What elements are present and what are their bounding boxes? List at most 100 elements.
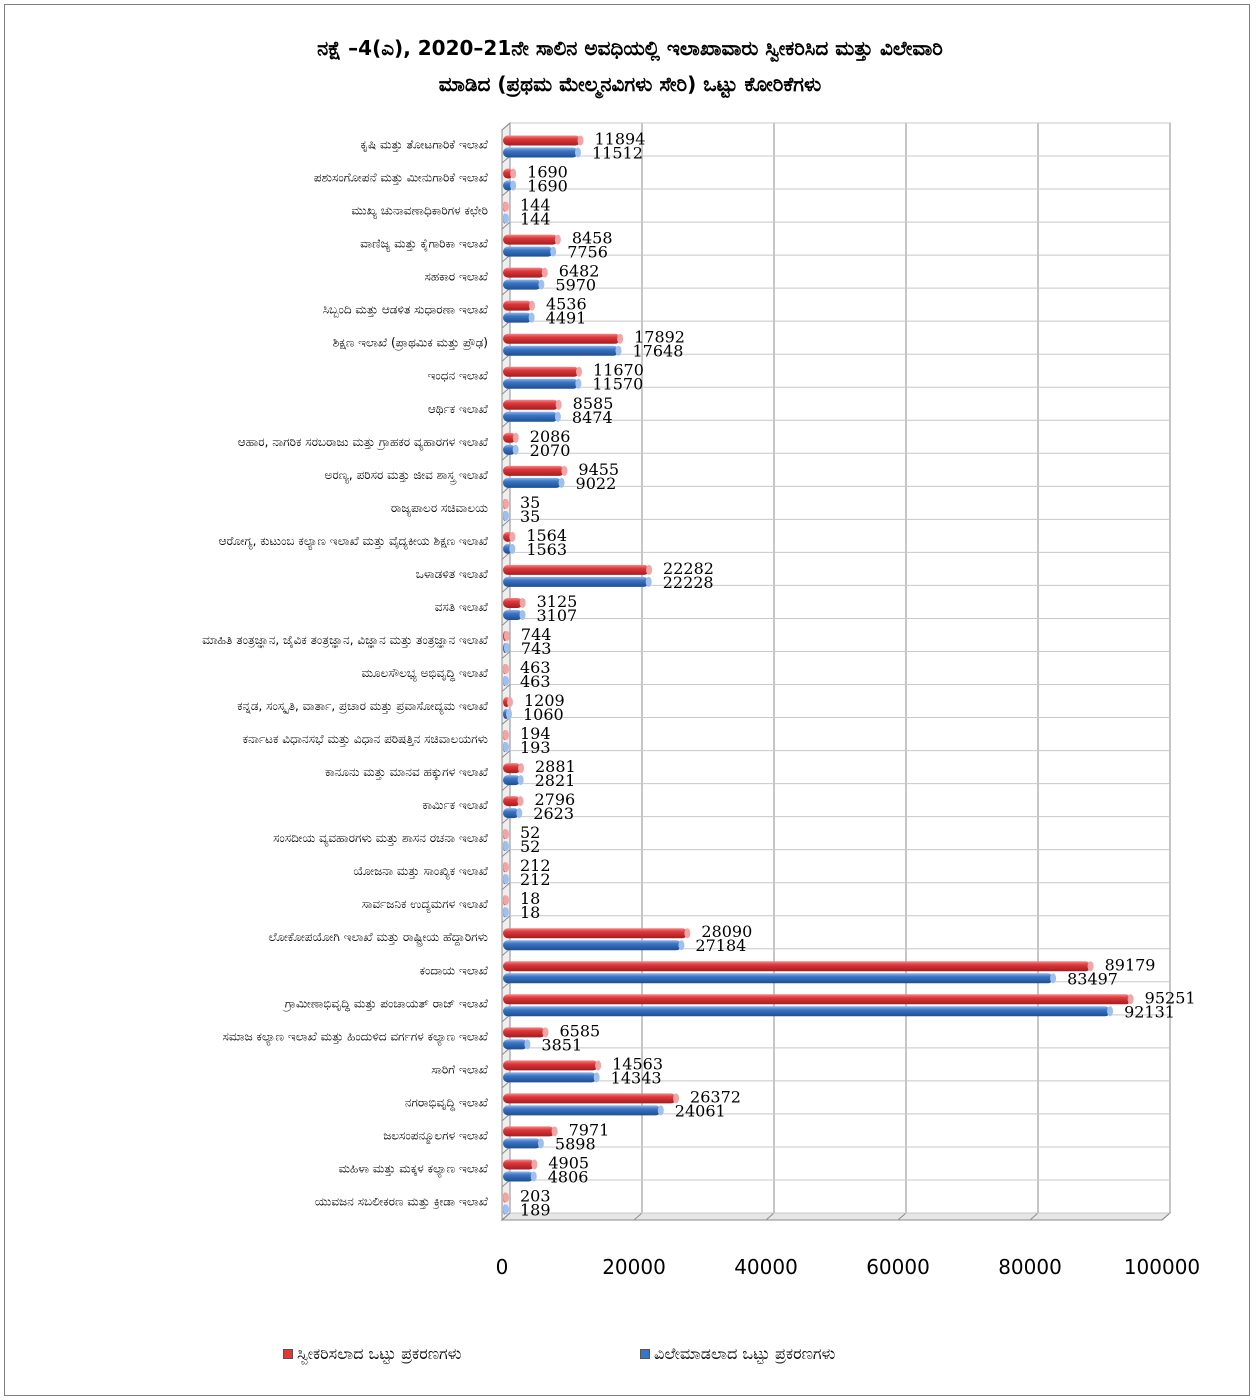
bar-disposed bbox=[503, 378, 579, 389]
bar-cap-disposed bbox=[550, 246, 557, 257]
bar-received bbox=[503, 961, 1091, 972]
x-tick-label: 0 bbox=[496, 1255, 509, 1279]
data-label-disposed: 2070 bbox=[530, 441, 571, 460]
bar-cap-received bbox=[684, 928, 691, 939]
category-label: ಯುವಜನ ಸಬಲೀಕರಣ ಮತ್ತು ಕ್ರೀಡಾ ಇಲಾಖೆ bbox=[315, 1194, 489, 1208]
bar-cap-disposed bbox=[503, 841, 509, 852]
bar-received bbox=[503, 1159, 535, 1170]
data-label-received: 8585 bbox=[573, 394, 614, 413]
bar-cap-disposed bbox=[575, 378, 582, 389]
row-tick bbox=[501, 122, 511, 131]
category-label: ಸಮಾಜ ಕಲ್ಯಾಣ ಇಲಾಖೆ ಮತ್ತು ಹಿಂದುಳಿದ ವರ್ಗಗಳ … bbox=[223, 1029, 489, 1046]
bar-received bbox=[503, 763, 522, 774]
data-label-received: 95251 bbox=[1145, 988, 1196, 1007]
bar-chart: 0 20000 40000 60000 80000 100000 ಕೃಷಿ ಮತ್ತು ತೋ… bbox=[202, 121, 1200, 1279]
data-label-disposed: 1563 bbox=[526, 540, 567, 559]
bar-cap-received bbox=[503, 829, 509, 840]
row-tick bbox=[501, 518, 511, 527]
bar-cap-disposed bbox=[503, 213, 509, 224]
data-label-disposed: 212 bbox=[520, 870, 551, 889]
bar-cap-disposed bbox=[615, 345, 622, 356]
bar-cap-disposed bbox=[678, 940, 685, 951]
category-label: ಅರಣ್ಯ, ಪರಿಸರ ಮತ್ತು ಜೀವ ಶಾಸ್ತ್ರ ಇಲಾಖೆ bbox=[325, 468, 489, 485]
bar-cap-disposed bbox=[510, 180, 517, 191]
data-label-disposed: 7756 bbox=[567, 243, 608, 262]
floor bbox=[500, 1212, 1172, 1221]
data-label-disposed: 18 bbox=[520, 903, 540, 922]
data-label-disposed: 193 bbox=[520, 738, 551, 757]
x-tick-label: 60000 bbox=[866, 1255, 930, 1279]
bar-cap-received bbox=[528, 300, 535, 311]
row-tick bbox=[501, 651, 511, 659]
data-label-disposed: 11512 bbox=[592, 144, 643, 163]
bar-cap-received bbox=[503, 630, 510, 641]
bar-received bbox=[503, 366, 580, 377]
row-tick bbox=[501, 915, 511, 924]
category-label: ಮೂಲಸೌಲಭ್ಯ ಅಭಿವೃದ್ಧಿ ಇಲಾಖೆ bbox=[361, 666, 488, 682]
data-label-received: 2796 bbox=[534, 790, 575, 809]
data-label-disposed: 3851 bbox=[541, 1035, 582, 1054]
category-label: ಆಹಾರ, ನಾಗರಿಕ ಸರಬರಾಜು ಮತ್ತು ಗ್ರಾಹಕರ ವ್ಯಹಾ… bbox=[238, 435, 489, 451]
bar-cap-disposed bbox=[524, 1039, 531, 1050]
bar-cap-disposed bbox=[554, 411, 561, 422]
bar-received bbox=[503, 465, 565, 476]
data-label-disposed: 5970 bbox=[555, 276, 596, 295]
bar-cap-disposed bbox=[503, 1204, 509, 1215]
bar-cap-received bbox=[512, 432, 519, 443]
x-tick-label: 40000 bbox=[734, 1255, 798, 1279]
bar-cap-received bbox=[541, 267, 548, 278]
category-label: ಕೃಷಿ ಮತ್ತು ತೋಟಗಾರಿಕೆ ಇಲಾಖೆ bbox=[360, 138, 488, 153]
bar-cap-received bbox=[503, 498, 509, 509]
data-label-disposed: 8474 bbox=[572, 408, 613, 427]
bar-received bbox=[503, 267, 545, 278]
row-tick bbox=[501, 1212, 511, 1221]
category-label: ಒಳಾಡಳಿತ ಇಲಾಖೆ bbox=[416, 567, 489, 581]
data-label-disposed: 4491 bbox=[546, 309, 587, 328]
x-tick-label: 80000 bbox=[998, 1255, 1062, 1279]
category-label: ಸಾರ್ವಜನಿಕ ಉದ್ಯಮಗಳ ಇಲಾಖೆ bbox=[362, 897, 489, 913]
bar-disposed bbox=[503, 1039, 528, 1050]
data-label-received: 1564 bbox=[526, 526, 567, 545]
x-tick-label: 100000 bbox=[1124, 1255, 1200, 1279]
bar-disposed bbox=[503, 1138, 541, 1149]
bar-cap-received bbox=[577, 135, 584, 146]
bar-cap-received bbox=[1087, 961, 1094, 972]
bar-cap-received bbox=[503, 1192, 509, 1203]
bar-cap-disposed bbox=[645, 576, 652, 587]
bar-cap-disposed bbox=[538, 279, 545, 290]
category-label: ವಾಣಿಜ್ಯ ಮತ್ತು ಕೈಗಾರಿಕಾ ಇಲಾಖೆ bbox=[360, 237, 488, 253]
data-label-received: 18 bbox=[520, 889, 540, 908]
bar-received bbox=[503, 564, 650, 575]
data-label-received: 2881 bbox=[535, 757, 576, 776]
bar-received bbox=[503, 597, 523, 608]
bar-cap-received bbox=[551, 1126, 558, 1137]
category-label: ಮುಖ್ಯ ಚುನಾವಣಾಧಿಕಾರಿಗಳ ಕಛೇರಿ bbox=[351, 204, 488, 220]
data-label-received: 28090 bbox=[701, 922, 752, 941]
legend-label-disposed: ವಿಲೇಮಾಡಲಾದ ಒಟ್ಟು ಪ್ರಕರಣಗಳು bbox=[654, 1344, 836, 1363]
floor-gridline bbox=[1161, 1212, 1171, 1221]
data-label-disposed: 144 bbox=[520, 210, 551, 229]
bar-cap-disposed bbox=[528, 312, 535, 323]
data-label-disposed: 14343 bbox=[611, 1068, 662, 1087]
plot-area: 0 20000 40000 60000 80000 100000 ಕೃಷಿ ಮತ್ತು ತೋ… bbox=[202, 121, 1200, 1279]
category-label: ಯೋಜನಾ ಮತ್ತು ಸಾಂಖ್ಯಿಕ ಇಲಾಖೆ bbox=[353, 864, 488, 880]
bar-cap-disposed bbox=[503, 676, 509, 686]
bar-cap-disposed bbox=[537, 1138, 544, 1149]
data-label-received: 4536 bbox=[546, 295, 587, 314]
data-label-disposed: 22228 bbox=[663, 573, 714, 592]
data-label-received: 6482 bbox=[559, 262, 600, 281]
category-label: ವಸತಿ ಇಲಾಖೆ bbox=[435, 600, 489, 614]
data-label-disposed: 189 bbox=[520, 1200, 551, 1219]
bar-received bbox=[503, 432, 516, 443]
bar-received bbox=[503, 333, 621, 344]
chart-title-line2: ಮಾಡಿದ (ಪ್ರಥಮ ಮೇಲ್ಮನವಿಗಳು ಸೇರಿ) ಒಟ್ಟು ಕೋರ… bbox=[438, 72, 822, 96]
data-label-disposed: 92131 bbox=[1124, 1002, 1175, 1021]
data-label-received: 4905 bbox=[548, 1153, 589, 1172]
bar-cap-disposed bbox=[1107, 1006, 1114, 1017]
data-label-received: 144 bbox=[520, 196, 551, 215]
bar-cap-received bbox=[503, 730, 509, 741]
bar-cap-received bbox=[595, 1060, 602, 1071]
bar-received bbox=[503, 1027, 546, 1038]
bar-cap-received bbox=[518, 763, 525, 774]
data-label-disposed: 1060 bbox=[523, 705, 564, 724]
